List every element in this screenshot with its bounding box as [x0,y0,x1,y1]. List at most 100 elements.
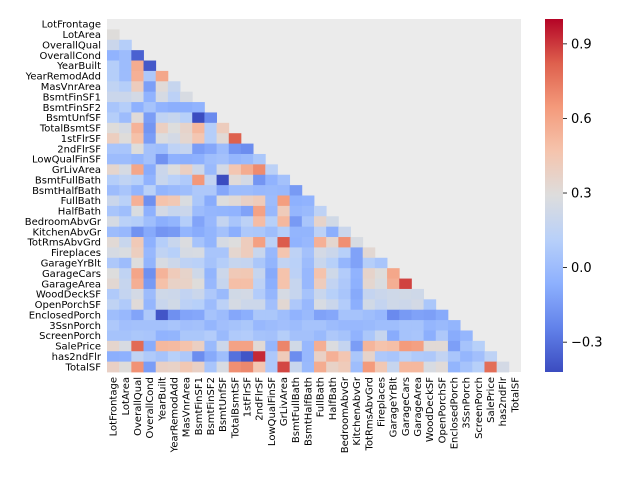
heatmap-cell [399,309,412,321]
heatmap-cell [107,133,120,144]
heatmap-cell [204,288,217,300]
heatmap-cell [143,185,157,196]
heatmap-cell [289,320,303,331]
heatmap-cell [131,216,144,228]
heatmap-cell [423,351,437,363]
heatmap-cell [204,320,217,331]
heatmap-cell [119,153,132,165]
heatmap-cell [289,237,303,248]
heatmap-cell [362,288,376,300]
x-tick-label: 2ndFlrSF [255,377,266,421]
heatmap-cell [131,153,144,165]
heatmap-cell [301,257,315,269]
heatmap-cell [192,288,205,300]
y-tick-label: GarageArea [41,279,101,290]
y-tick-label: SalePrice [55,342,101,353]
heatmap-cell [167,174,181,186]
heatmap-cell [143,340,157,352]
heatmap-cell [326,320,339,331]
heatmap-cell [107,164,120,176]
heatmap-cell [277,309,291,321]
heatmap-cell [155,268,169,279]
x-tick-label: GarageArea [413,377,424,437]
heatmap-cell [204,330,217,342]
heatmap-cell [228,164,242,176]
heatmap-cell [496,361,510,373]
heatmap-cell [387,330,400,342]
heatmap-cell [289,330,303,342]
heatmap-cell [399,340,412,352]
heatmap-cell [155,205,169,217]
heatmap-cell [216,226,230,238]
heatmap-cell [167,288,181,300]
heatmap-cell [228,174,242,186]
heatmap-cell [107,60,120,72]
heatmap-cell [253,340,266,352]
heatmap-cell [131,174,144,186]
heatmap-cell [131,288,144,300]
heatmap-cell [338,320,351,331]
heatmap-cell [228,340,242,352]
heatmap-cell [277,288,291,300]
heatmap-cell [119,39,132,51]
y-tick-label: KitchenAbvGr [32,227,101,238]
heatmap-cell [314,226,327,238]
x-tick-label: OverallCond [145,377,156,439]
heatmap-cell [119,351,132,363]
heatmap-cell [180,112,193,124]
heatmap-cell [253,205,266,217]
heatmap-cell [350,247,364,259]
heatmap-cell [265,299,278,311]
heatmap-cell [228,257,242,269]
heatmap-cell [411,340,424,352]
heatmap-cell [362,361,376,373]
heatmap-cell [204,216,217,228]
heatmap-cell [216,133,230,144]
heatmap-cell [265,185,278,196]
heatmap-cell [350,351,364,363]
heatmap-cell [411,361,424,373]
y-tick-label: has2ndFlr [52,352,102,363]
heatmap-cell [265,237,278,248]
heatmap-cell [289,288,303,300]
heatmap-cell [155,237,169,248]
heatmap-cell [167,216,181,228]
x-tick-label: KitchenAbvGr [352,376,363,445]
heatmap-cell [107,102,120,113]
heatmap-cell [277,247,291,259]
heatmap-cell [350,320,364,331]
heatmap-cell [155,299,169,311]
heatmap-cell [131,340,144,352]
heatmap-cell [204,122,217,134]
y-tick-label: WoodDeckSF [36,290,101,301]
heatmap-cell [253,278,266,290]
heatmap-cell [143,133,157,144]
x-tick-label: TotRmsAbvGrd [364,377,375,452]
heatmap-cell [180,288,193,300]
heatmap-cell [289,247,303,259]
heatmap-cell [314,340,327,352]
y-axis-tick-labels: LotFrontageLotAreaOverallQualOverallCond… [25,20,102,374]
x-tick-label: 1stFlrSF [243,377,254,417]
heatmap-cell [216,257,230,269]
heatmap-cell [167,102,181,113]
heatmap-cell [180,174,193,186]
heatmap-cell [204,133,217,144]
heatmap-cell [423,320,437,331]
heatmap-cell [119,81,132,93]
heatmap-cell [180,320,193,331]
heatmap-cell [167,247,181,259]
heatmap-cell [265,340,278,352]
heatmap-cell [411,299,424,311]
heatmap-cell [374,309,388,321]
heatmap-cell [326,309,339,321]
heatmap-cell [131,112,144,124]
heatmap-cell [119,91,132,103]
heatmap-cell [107,288,120,300]
heatmap-cell [253,361,266,373]
heatmap-cell [374,330,388,342]
heatmap-cell [155,257,169,269]
heatmap-cell [107,320,120,331]
heatmap-cell [155,164,169,176]
heatmap-cell [167,143,181,155]
